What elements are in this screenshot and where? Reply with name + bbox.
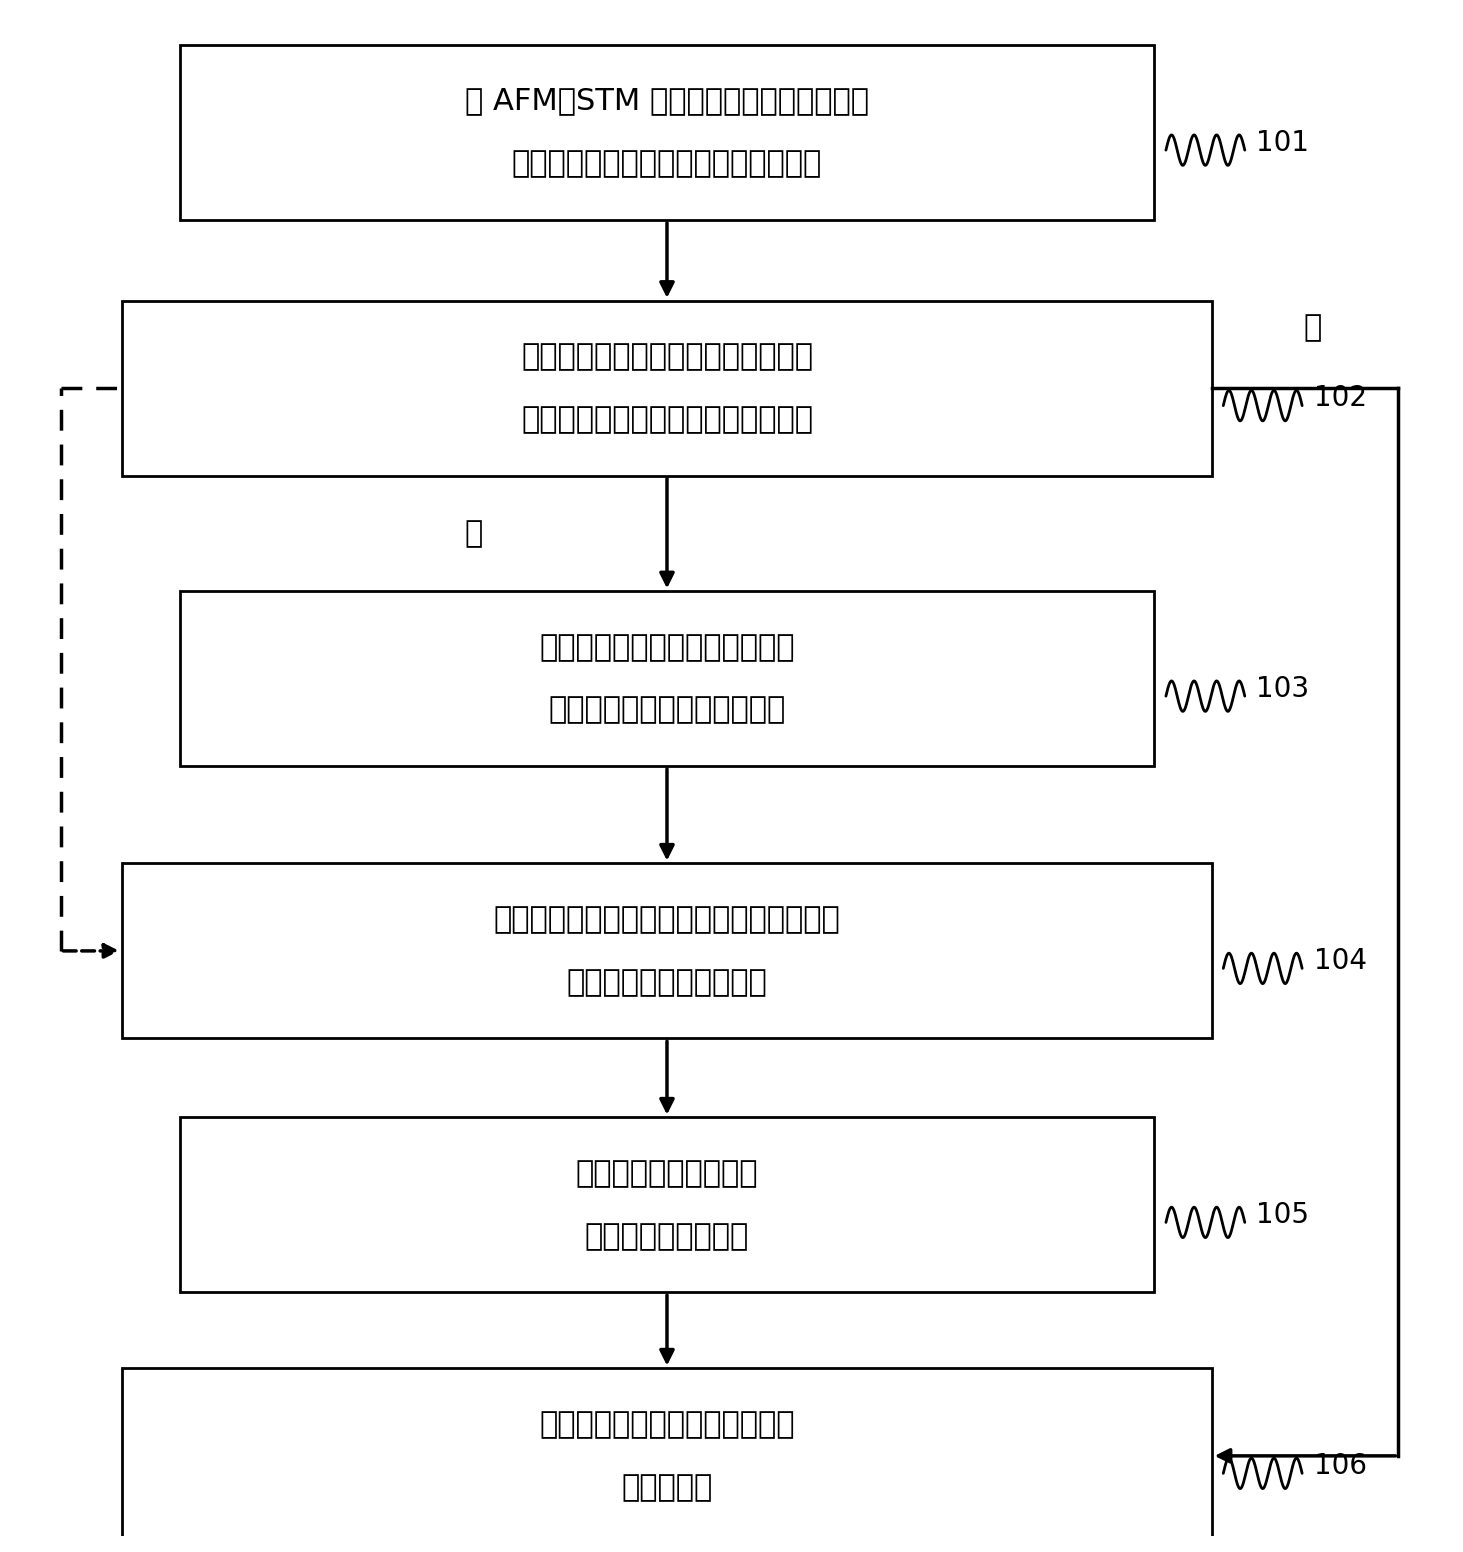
Text: 是: 是 bbox=[464, 518, 483, 548]
Text: 105: 105 bbox=[1257, 1201, 1309, 1229]
Text: 基于二维小波包逆变换: 基于二维小波包逆变换 bbox=[576, 1159, 758, 1187]
Text: 用多尺度系统分析工具判定图像是否: 用多尺度系统分析工具判定图像是否 bbox=[521, 341, 813, 371]
Text: 102: 102 bbox=[1314, 383, 1366, 411]
Text: 行计量表征: 行计量表征 bbox=[622, 1473, 712, 1502]
Text: 否: 否 bbox=[1304, 314, 1321, 341]
Text: 具有多尺度特征、确定相应特征尺寸: 具有多尺度特征、确定相应特征尺寸 bbox=[521, 405, 813, 435]
Text: 比对，确定重构交割尺寸: 比对，确定重构交割尺寸 bbox=[566, 968, 768, 996]
Bar bbox=[123, 301, 1211, 475]
Text: 对分解图像组元重构: 对分解图像组元重构 bbox=[585, 1221, 749, 1251]
Bar bbox=[123, 1369, 1211, 1543]
Text: 用表面粗糙度方法对重构图像执: 用表面粗糙度方法对重构图像执 bbox=[540, 1409, 794, 1439]
Text: 将分解图像与多尺度系统分析结果执行尺度: 将分解图像与多尺度系统分析结果执行尺度 bbox=[493, 905, 840, 934]
Text: 104: 104 bbox=[1314, 947, 1366, 975]
Text: 101: 101 bbox=[1257, 129, 1309, 157]
Text: 扫描尺寸获取一系列薄膜表面形貌图像: 扫描尺寸获取一系列薄膜表面形貌图像 bbox=[512, 149, 822, 178]
Text: 103: 103 bbox=[1257, 675, 1309, 703]
Bar bbox=[180, 1117, 1154, 1293]
Text: 106: 106 bbox=[1314, 1451, 1366, 1479]
Bar bbox=[180, 45, 1154, 220]
Text: 表面形貌图像执行多尺度分解: 表面形貌图像执行多尺度分解 bbox=[549, 695, 786, 725]
Bar bbox=[180, 591, 1154, 767]
Bar bbox=[123, 863, 1211, 1038]
Text: 基于二维小波包分析方法对薄膜: 基于二维小波包分析方法对薄膜 bbox=[540, 633, 794, 661]
Text: 用 AFM、STM 等扫描探针显微镜通过变化: 用 AFM、STM 等扫描探针显微镜通过变化 bbox=[465, 87, 869, 116]
